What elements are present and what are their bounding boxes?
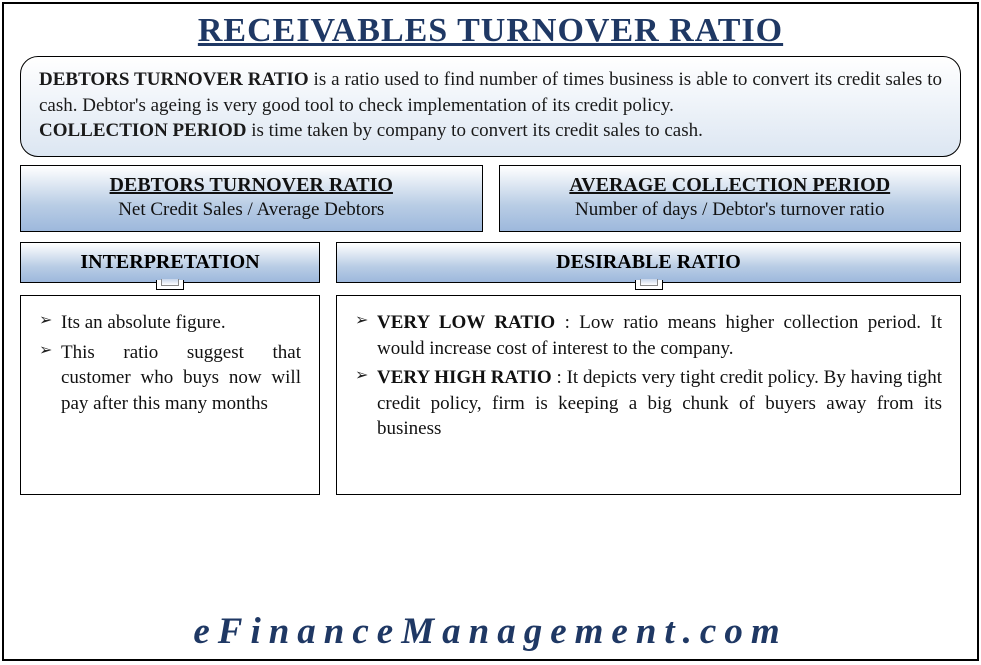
bullet-bold: VERY LOW RATIO — [377, 312, 555, 333]
formula-title: AVERAGE COLLECTION PERIOD — [510, 174, 951, 197]
sections-row: INTERPRETATION Its an absolute figure. T… — [20, 242, 961, 495]
section-header-label: DESIRABLE RATIO — [556, 251, 741, 273]
connector-notch-icon — [635, 280, 663, 290]
definition-term-1: DEBTORS TURNOVER RATIO — [39, 69, 309, 90]
list-item: This ratio suggest that customer who buy… — [39, 340, 301, 417]
formula-body: Net Credit Sales / Average Debtors — [31, 199, 472, 221]
section-header-label: INTERPRETATION — [80, 251, 259, 273]
desirable-bullet-list: VERY LOW RATIO : Low ratio means higher … — [355, 310, 942, 442]
list-item: VERY LOW RATIO : Low ratio means higher … — [355, 310, 942, 361]
page-title: RECEIVABLES TURNOVER RATIO — [198, 12, 783, 49]
bullet-text: This ratio suggest that customer who buy… — [61, 342, 301, 414]
formula-body: Number of days / Debtor's turnover ratio — [510, 199, 951, 221]
definition-term-2: COLLECTION PERIOD — [39, 120, 246, 141]
title-bar: RECEIVABLES TURNOVER RATIO — [20, 12, 961, 50]
list-item: Its an absolute figure. — [39, 310, 301, 336]
interpretation-column: INTERPRETATION Its an absolute figure. T… — [20, 242, 320, 495]
formula-row: DEBTORS TURNOVER RATIO Net Credit Sales … — [20, 165, 961, 232]
definition-box: DEBTORS TURNOVER RATIO is a ratio used t… — [20, 56, 961, 157]
formula-box-debtors-turnover: DEBTORS TURNOVER RATIO Net Credit Sales … — [20, 165, 483, 232]
desirable-ratio-header: DESIRABLE RATIO — [336, 242, 961, 283]
definition-text-2: is time taken by company to convert its … — [246, 120, 702, 141]
connector-notch-icon — [156, 280, 184, 290]
infographic-frame: RECEIVABLES TURNOVER RATIO DEBTORS TURNO… — [2, 2, 979, 661]
formula-title: DEBTORS TURNOVER RATIO — [31, 174, 472, 197]
desirable-ratio-column: DESIRABLE RATIO VERY LOW RATIO : Low rat… — [336, 242, 961, 495]
interpretation-header: INTERPRETATION — [20, 242, 320, 283]
formula-box-collection-period: AVERAGE COLLECTION PERIOD Number of days… — [499, 165, 962, 232]
desirable-ratio-body: VERY LOW RATIO : Low ratio means higher … — [336, 295, 961, 495]
bullet-text: Its an absolute figure. — [61, 312, 226, 333]
bullet-bold: VERY HIGH RATIO — [377, 367, 552, 388]
list-item: VERY HIGH RATIO : It depicts very tight … — [355, 365, 942, 442]
footer-brand: eFinanceManagement.com — [4, 610, 977, 653]
interpretation-bullet-list: Its an absolute figure. This ratio sugge… — [39, 310, 301, 417]
interpretation-body: Its an absolute figure. This ratio sugge… — [20, 295, 320, 495]
